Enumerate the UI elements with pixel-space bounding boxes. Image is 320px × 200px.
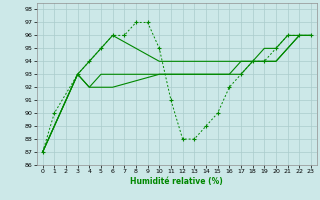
X-axis label: Humidité relative (%): Humidité relative (%) [131,177,223,186]
